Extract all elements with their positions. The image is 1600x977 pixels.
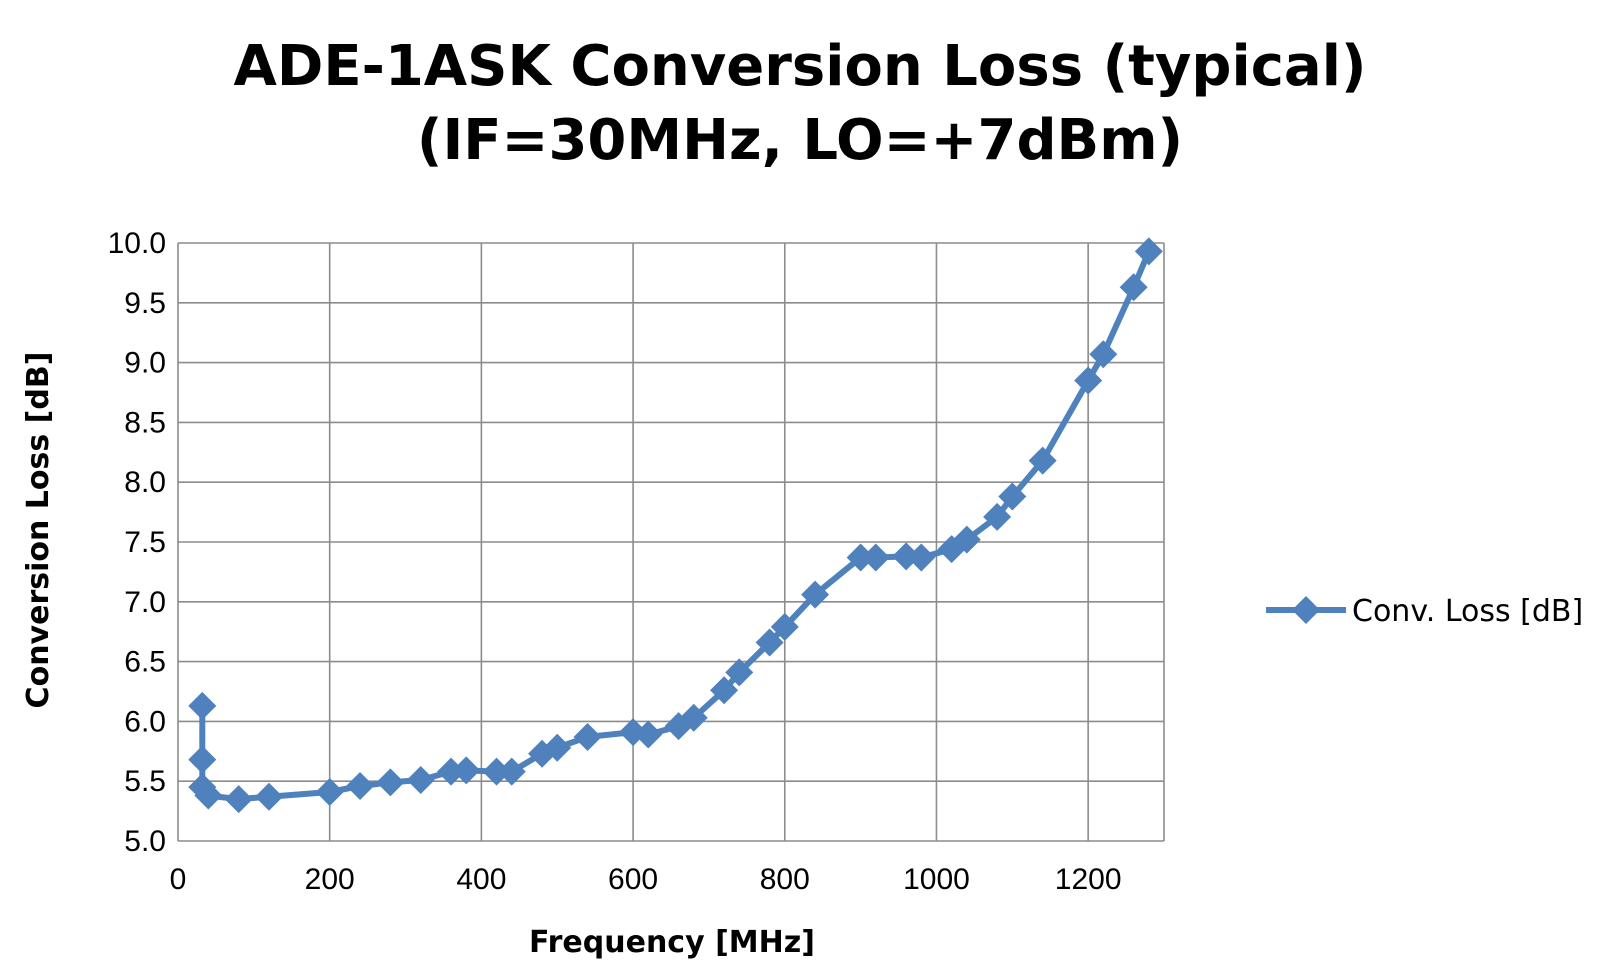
data-point-marker bbox=[907, 543, 936, 572]
y-tick-label: 6.5 bbox=[124, 646, 166, 679]
legend-entry-label: Conv. Loss [dB] bbox=[1352, 594, 1583, 629]
chart-title: ADE-1ASK Conversion Loss (typical) (IF=3… bbox=[0, 30, 1600, 178]
data-point-marker bbox=[998, 482, 1027, 511]
data-point-marker bbox=[255, 782, 284, 811]
grid-lines bbox=[177, 242, 1165, 842]
y-axis-tick-labels: 5.0 5.5 6.0 6.5 7.0 7.5 8.0 8.5 9.0 9.5 10.0 bbox=[108, 227, 166, 858]
y-tick-label: 7.0 bbox=[124, 586, 166, 619]
data-point-marker bbox=[679, 703, 708, 732]
y-tick-label: 9.5 bbox=[124, 287, 166, 320]
data-point-marker bbox=[1089, 340, 1118, 369]
x-tick-label: 0 bbox=[170, 863, 187, 896]
x-tick-label: 200 bbox=[305, 863, 355, 896]
x-axis-label: Frequency [MHz] bbox=[529, 925, 815, 960]
y-tick-label: 5.5 bbox=[124, 765, 166, 798]
x-tick-label: 1000 bbox=[903, 863, 970, 896]
y-tick-label: 6.0 bbox=[124, 705, 166, 738]
data-point-marker bbox=[497, 757, 526, 786]
data-point-marker bbox=[846, 543, 875, 572]
data-point-marker bbox=[1074, 366, 1103, 395]
plot-series bbox=[188, 237, 1163, 814]
y-axis-label: Conversion Loss [dB] bbox=[21, 352, 56, 709]
data-point-marker bbox=[1134, 237, 1163, 266]
data-point-marker bbox=[801, 580, 830, 609]
chart-title-line-2: (IF=30MHz, LO=+7dBm) bbox=[416, 108, 1184, 173]
y-tick-label: 5.0 bbox=[124, 825, 166, 858]
chart-title-line-1: ADE-1ASK Conversion Loss (typical) bbox=[233, 34, 1367, 99]
data-point-marker bbox=[482, 757, 511, 786]
data-point-marker bbox=[543, 733, 572, 762]
x-tick-label: 400 bbox=[456, 863, 506, 896]
data-point-marker bbox=[755, 628, 784, 657]
data-point-marker bbox=[188, 745, 217, 774]
data-point-marker bbox=[710, 676, 739, 705]
data-point-marker bbox=[376, 768, 405, 797]
data-point-marker bbox=[188, 691, 217, 720]
y-tick-label: 9.0 bbox=[124, 347, 166, 380]
data-point-marker bbox=[1119, 273, 1148, 302]
data-point-marker bbox=[1028, 446, 1057, 475]
x-axis-tick-labels: 0 200 400 600 800 1000 1200 bbox=[170, 863, 1122, 896]
data-point-marker bbox=[770, 612, 799, 641]
x-tick-label: 1200 bbox=[1055, 863, 1122, 896]
legend: Conv. Loss [dB] bbox=[1266, 594, 1583, 629]
y-tick-label: 7.5 bbox=[124, 526, 166, 559]
data-point-marker bbox=[725, 658, 754, 687]
data-point-marker bbox=[573, 722, 602, 751]
x-tick-label: 600 bbox=[608, 863, 658, 896]
data-point-marker bbox=[634, 720, 663, 749]
legend-marker-diamond bbox=[1292, 596, 1320, 624]
y-tick-label: 8.5 bbox=[124, 406, 166, 439]
x-tick-label: 800 bbox=[760, 863, 810, 896]
data-point-marker bbox=[346, 771, 375, 800]
data-point-marker bbox=[452, 756, 481, 785]
data-point-marker bbox=[406, 766, 435, 795]
data-point-marker bbox=[315, 777, 344, 806]
data-point-marker bbox=[861, 543, 890, 572]
data-point-marker bbox=[224, 785, 253, 814]
data-point-marker bbox=[983, 502, 1012, 531]
y-tick-label: 8.0 bbox=[124, 466, 166, 499]
y-tick-label: 10.0 bbox=[108, 227, 166, 260]
data-point-marker bbox=[952, 525, 981, 554]
data-point-marker bbox=[194, 781, 223, 810]
